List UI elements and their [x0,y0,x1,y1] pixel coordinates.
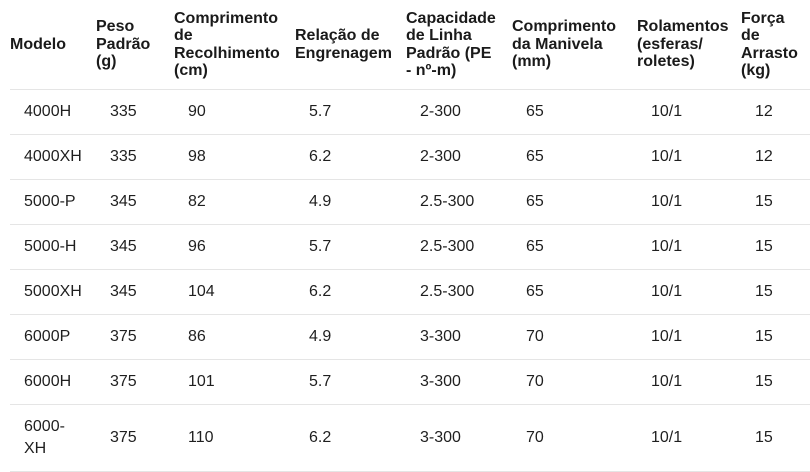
cell-rolamentos: 10/1 [627,404,731,472]
cell-comprimento-recolhimento: 98 [164,134,285,180]
cell-modelo: 6000P [10,314,86,360]
cell-peso-padrao: 335 [86,89,164,135]
column-header-comprimento-recolhimento: Comprimento de Recolhimento (cm) [164,0,285,90]
reel-spec-table: Modelo Peso Padrão (g) Comprimento de Re… [10,0,810,472]
cell-modelo: 5000-P [10,179,86,225]
cell-comprimento-manivela: 70 [502,359,627,405]
cell-comprimento-manivela: 65 [502,224,627,270]
column-header-comprimento-manivela: Comprimento da Manivela (mm) [502,0,627,90]
cell-peso-padrao: 345 [86,269,164,315]
cell-rolamentos: 10/1 [627,89,731,135]
cell-modelo: 4000H [10,89,86,135]
cell-relacao-engrenagem: 6.2 [285,269,396,315]
cell-relacao-engrenagem: 5.7 [285,89,396,135]
column-header-capacidade-linha: Capacidade de Linha Padrão (PE - nº-m) [396,0,502,90]
cell-capacidade-linha: 2-300 [396,134,502,180]
column-header-rolamentos: Rolamentos (esferas/ roletes) [627,0,731,90]
table-row: 5000-P 345 82 4.9 2.5-300 65 10/1 15 [10,179,810,225]
cell-peso-padrao: 375 [86,314,164,360]
cell-relacao-engrenagem: 4.9 [285,314,396,360]
cell-comprimento-manivela: 65 [502,269,627,315]
table-row: 4000XH 335 98 6.2 2-300 65 10/1 12 [10,134,810,180]
cell-modelo: 6000H [10,359,86,405]
cell-forca-arrasto: 15 [731,404,810,472]
cell-capacidade-linha: 3-300 [396,359,502,405]
cell-forca-arrasto: 12 [731,89,810,135]
cell-rolamentos: 10/1 [627,269,731,315]
cell-modelo: 5000XH [10,269,86,315]
cell-comprimento-recolhimento: 86 [164,314,285,360]
cell-capacidade-linha: 3-300 [396,314,502,360]
cell-comprimento-recolhimento: 82 [164,179,285,225]
column-header-relacao-engrenagem: Relação de Engrenagem [285,0,396,90]
cell-peso-padrao: 345 [86,224,164,270]
cell-comprimento-manivela: 65 [502,179,627,225]
cell-forca-arrasto: 15 [731,314,810,360]
column-header-modelo: Modelo [10,0,86,90]
cell-relacao-engrenagem: 5.7 [285,224,396,270]
column-header-peso-padrao: Peso Padrão (g) [86,0,164,90]
cell-comprimento-recolhimento: 110 [164,404,285,472]
cell-capacidade-linha: 3-300 [396,404,502,472]
cell-modelo: 6000- XH [10,404,86,472]
table-row: 4000H 335 90 5.7 2-300 65 10/1 12 [10,89,810,135]
cell-capacidade-linha: 2.5-300 [396,224,502,270]
cell-peso-padrao: 375 [86,359,164,405]
cell-capacidade-linha: 2-300 [396,89,502,135]
cell-comprimento-recolhimento: 104 [164,269,285,315]
cell-rolamentos: 10/1 [627,179,731,225]
cell-peso-padrao: 375 [86,404,164,472]
cell-comprimento-recolhimento: 101 [164,359,285,405]
cell-relacao-engrenagem: 5.7 [285,359,396,405]
table-row: 6000- XH 375 110 6.2 3-300 70 10/1 15 [10,404,810,472]
cell-comprimento-manivela: 65 [502,89,627,135]
cell-forca-arrasto: 15 [731,269,810,315]
cell-forca-arrasto: 15 [731,179,810,225]
cell-peso-padrao: 335 [86,134,164,180]
cell-forca-arrasto: 12 [731,134,810,180]
cell-modelo: 5000-H [10,224,86,270]
cell-capacidade-linha: 2.5-300 [396,179,502,225]
cell-comprimento-manivela: 70 [502,404,627,472]
header-row: Modelo Peso Padrão (g) Comprimento de Re… [10,0,810,90]
cell-relacao-engrenagem: 4.9 [285,179,396,225]
table-row: 6000P 375 86 4.9 3-300 70 10/1 15 [10,314,810,360]
table-row: 5000XH 345 104 6.2 2.5-300 65 10/1 15 [10,269,810,315]
table-row: 6000H 375 101 5.7 3-300 70 10/1 15 [10,359,810,405]
cell-peso-padrao: 345 [86,179,164,225]
cell-comprimento-recolhimento: 96 [164,224,285,270]
cell-rolamentos: 10/1 [627,314,731,360]
cell-forca-arrasto: 15 [731,224,810,270]
cell-comprimento-manivela: 70 [502,314,627,360]
table-row: 5000-H 345 96 5.7 2.5-300 65 10/1 15 [10,224,810,270]
cell-comprimento-manivela: 65 [502,134,627,180]
cell-relacao-engrenagem: 6.2 [285,134,396,180]
cell-modelo: 4000XH [10,134,86,180]
cell-capacidade-linha: 2.5-300 [396,269,502,315]
cell-rolamentos: 10/1 [627,359,731,405]
cell-forca-arrasto: 15 [731,359,810,405]
cell-comprimento-recolhimento: 90 [164,89,285,135]
cell-rolamentos: 10/1 [627,224,731,270]
cell-rolamentos: 10/1 [627,134,731,180]
cell-relacao-engrenagem: 6.2 [285,404,396,472]
column-header-forca-arrasto: Força de Arrasto (kg) [731,0,810,90]
